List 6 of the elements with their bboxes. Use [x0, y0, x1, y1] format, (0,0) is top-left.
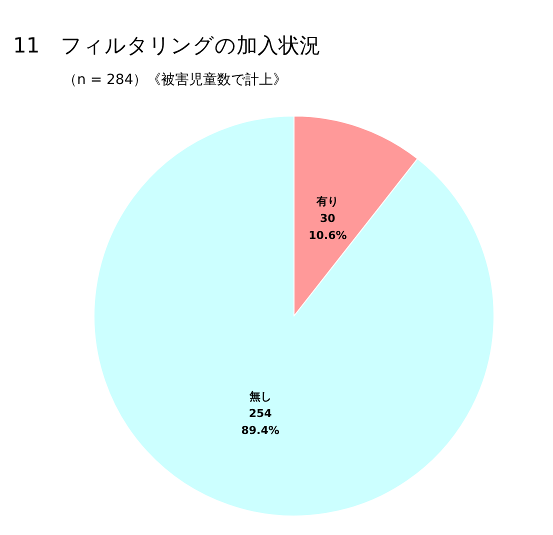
- chart-title: 11 フィルタリングの加入状況: [13, 34, 321, 58]
- chart-subtitle: （n = 284）《被害児童数で計上》: [63, 72, 288, 88]
- slice-label: 有り: [316, 195, 339, 208]
- data-label: 254 89.4%: [241, 406, 280, 437]
- slice-label: 無し: [248, 390, 272, 403]
- data-label: 30 10.6%: [308, 212, 347, 242]
